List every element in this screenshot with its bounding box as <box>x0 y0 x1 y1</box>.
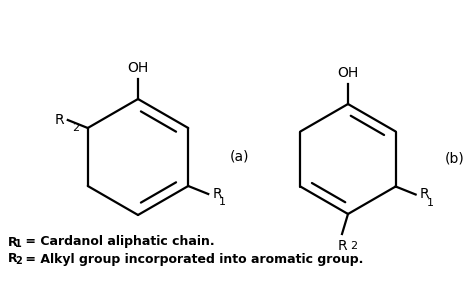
Text: 1: 1 <box>219 197 226 207</box>
Text: 2: 2 <box>15 256 22 266</box>
Text: = Cardanol aliphatic chain.: = Cardanol aliphatic chain. <box>21 236 215 249</box>
Text: 1: 1 <box>427 198 434 208</box>
Text: R: R <box>8 252 18 266</box>
Text: (a): (a) <box>230 150 250 164</box>
Text: R: R <box>212 187 222 201</box>
Text: 2: 2 <box>72 123 79 133</box>
Text: OH: OH <box>128 61 149 75</box>
Text: = Alkyl group incorporated into aromatic group.: = Alkyl group incorporated into aromatic… <box>21 252 364 266</box>
Text: 2: 2 <box>350 241 357 251</box>
Text: 1: 1 <box>15 239 22 249</box>
Text: R: R <box>419 187 429 201</box>
Text: R: R <box>8 236 18 249</box>
Text: R: R <box>337 239 347 253</box>
Text: (b): (b) <box>445 152 465 166</box>
Text: R: R <box>54 113 64 127</box>
Text: OH: OH <box>337 66 359 80</box>
